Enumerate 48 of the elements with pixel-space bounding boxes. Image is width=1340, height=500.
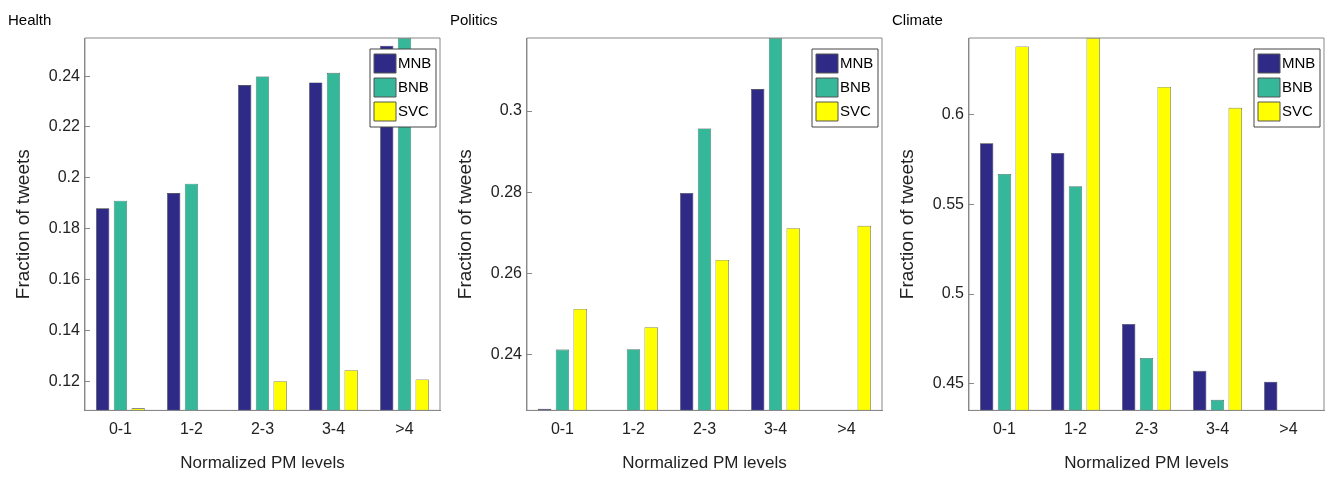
x-tick-label: 2-3 <box>692 420 717 438</box>
y-axis-title: Fraction of tweets <box>11 149 33 300</box>
chart-title: Health <box>8 11 52 29</box>
y-tick-label: 0.18 <box>48 219 81 237</box>
legend-label: MNB <box>1282 54 1316 72</box>
x-tick-label: 0-1 <box>108 420 133 438</box>
legend-label: BNB <box>1282 78 1313 96</box>
legend-label: SVC <box>398 102 430 120</box>
x-axis-title: Normalized PM levels <box>622 453 787 473</box>
y-tick-label: 0.6 <box>941 105 965 123</box>
x-tick-label: >4 <box>1279 420 1298 438</box>
x-tick-label: 1-2 <box>179 420 204 438</box>
x-tick-label: 0-1 <box>992 420 1017 438</box>
x-tick-label: 3-4 <box>321 420 346 438</box>
y-tick-label: 0.22 <box>48 117 81 135</box>
x-axis-title: Normalized PM levels <box>180 453 345 473</box>
x-tick-label: 1-2 <box>1063 420 1088 438</box>
x-tick-label: 2-3 <box>250 420 275 438</box>
y-tick-label: 0.26 <box>490 263 523 281</box>
legend-label: BNB <box>398 78 429 96</box>
y-tick-label: 0.14 <box>48 320 81 338</box>
legend-label: SVC <box>840 102 872 120</box>
y-tick-label: 0.24 <box>48 66 81 84</box>
y-tick-label: 0.24 <box>490 344 523 362</box>
legend-label: BNB <box>840 78 871 96</box>
x-tick-label: >4 <box>837 420 856 438</box>
x-tick-label: 3-4 <box>763 420 788 438</box>
x-tick-label: 1-2 <box>621 420 646 438</box>
chart-title: Politics <box>450 11 498 29</box>
x-tick-label: 0-1 <box>550 420 575 438</box>
y-tick-label: 0.28 <box>490 182 523 200</box>
x-axis-title: Normalized PM levels <box>1064 453 1229 473</box>
y-tick-label: 0.5 <box>941 284 965 302</box>
x-tick-label: 3-4 <box>1205 420 1230 438</box>
legend-label: SVC <box>1282 102 1314 120</box>
x-tick-label: 2-3 <box>1134 420 1159 438</box>
legend-label: MNB <box>398 54 432 72</box>
chart-title: Climate <box>892 11 943 29</box>
y-tick-label: 0.55 <box>932 194 965 212</box>
y-tick-label: 0.16 <box>48 269 81 287</box>
y-axis-title: Fraction of tweets <box>895 149 917 300</box>
legend-label: MNB <box>840 54 874 72</box>
y-tick-label: 0.2 <box>57 168 81 186</box>
y-tick-label: 0.45 <box>932 373 965 391</box>
y-tick-label: 0.3 <box>499 101 523 119</box>
y-axis-title: Fraction of tweets <box>453 149 475 300</box>
y-tick-label: 0.12 <box>48 371 81 389</box>
x-tick-label: >4 <box>395 420 414 438</box>
